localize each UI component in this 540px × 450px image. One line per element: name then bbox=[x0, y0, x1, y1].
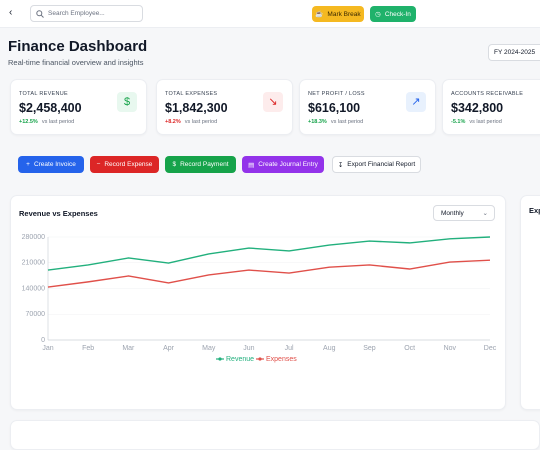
kpi-icon: $ bbox=[117, 92, 137, 112]
back-button[interactable]: ‹ bbox=[9, 7, 13, 18]
x-tick-label: Dec bbox=[484, 345, 497, 352]
search-placeholder: Search Employee... bbox=[48, 10, 105, 17]
x-tick-label: May bbox=[202, 345, 216, 352]
search-icon bbox=[36, 10, 44, 18]
button-icon: + bbox=[26, 161, 30, 168]
kpi-value: $1,842,300 bbox=[165, 101, 228, 115]
page-title: Finance Dashboard bbox=[8, 38, 148, 55]
y-tick-label: 70000 bbox=[26, 311, 46, 318]
x-tick-label: Nov bbox=[444, 345, 457, 352]
kpi-change: -5.1% bbox=[451, 119, 466, 125]
action-button[interactable]: ↧ Export Financial Report bbox=[332, 156, 421, 173]
select-label: Monthly bbox=[441, 210, 464, 217]
fiscal-year-select[interactable]: FY 2024-2025 bbox=[488, 44, 540, 61]
button-icon: − bbox=[96, 161, 101, 168]
kpi-change-row: +8.2% vs last period bbox=[165, 119, 217, 125]
action-button[interactable]: $ Record Payment bbox=[165, 156, 236, 173]
kpi-label: ACCOUNTS RECEIVABLE bbox=[451, 91, 524, 97]
x-tick-label: Oct bbox=[404, 345, 415, 352]
button-label: Export Financial Report bbox=[347, 161, 416, 168]
kpi-label: NET PROFIT / LOSS bbox=[308, 91, 365, 97]
x-tick-label: Jul bbox=[285, 345, 294, 352]
y-tick-label: 210000 bbox=[22, 260, 45, 267]
page: ‹ Search Employee... ☕ Mark Break ◷ Check-… bbox=[0, 5, 540, 450]
button-label: Create Invoice bbox=[33, 161, 76, 168]
kpi-card: NET PROFIT / LOSS $616,100 +18.3% vs last p… bbox=[299, 79, 436, 135]
x-tick-label: Jan bbox=[42, 345, 53, 352]
kpi-icon: ↗ bbox=[406, 92, 426, 112]
button-label: Record Expense bbox=[104, 161, 153, 168]
kpi-change: +12.5% bbox=[19, 119, 38, 125]
kpi-note: vs last period bbox=[330, 119, 364, 125]
kpi-card: ACCOUNTS RECEIVABLE $342,800 -5.1% vs last … bbox=[442, 79, 540, 135]
side-card: Expense Breakdown bbox=[520, 195, 540, 410]
action-button[interactable]: + Create Invoice bbox=[18, 156, 84, 173]
search-box[interactable]: Search Employee... bbox=[30, 5, 143, 22]
kpi-value: $616,100 bbox=[308, 101, 361, 115]
kpi-note: vs last period bbox=[184, 119, 218, 125]
x-tick-label: Feb bbox=[82, 345, 94, 352]
legend-label: Expenses bbox=[266, 356, 297, 363]
page-subtitle: Real-time financial overview and insight… bbox=[8, 58, 144, 67]
y-tick-label: 0 bbox=[41, 337, 45, 344]
bottom-card bbox=[10, 420, 540, 450]
kpi-card: TOTAL REVENUE $2,458,400 +12.5% vs last per… bbox=[10, 79, 147, 135]
x-tick-label: Aug bbox=[323, 345, 336, 352]
button-label: Mark Break bbox=[327, 10, 361, 18]
period-select[interactable]: Monthly ⌄ bbox=[433, 205, 495, 221]
side-title: Expense Breakdown bbox=[529, 206, 540, 215]
kpi-note: vs last period bbox=[41, 119, 75, 125]
x-tick-label: Jun bbox=[243, 345, 254, 352]
kpi-change-row: +18.3% vs last period bbox=[308, 119, 363, 125]
kpi-label: TOTAL EXPENSES bbox=[165, 91, 218, 97]
chart-card bbox=[10, 195, 506, 410]
action-button[interactable]: − Record Expense bbox=[90, 156, 159, 173]
button-label: Record Payment bbox=[180, 161, 229, 168]
check-in-button[interactable]: ◷ Check-In bbox=[370, 6, 416, 22]
kpi-value: $342,800 bbox=[451, 101, 504, 115]
series-line bbox=[47, 236, 491, 271]
legend-label: Revenue bbox=[226, 356, 254, 363]
button-icon: ↧ bbox=[337, 161, 344, 169]
legend-dot bbox=[218, 357, 222, 361]
button-label: Check-In bbox=[384, 10, 411, 18]
y-tick-label: 140000 bbox=[22, 285, 45, 292]
button-label: Create Journal Entry bbox=[258, 161, 318, 168]
kpi-change-row: -5.1% vs last period bbox=[451, 119, 502, 125]
kpi-change: +18.3% bbox=[308, 119, 327, 125]
kpi-icon: ↘ bbox=[263, 92, 283, 112]
x-tick-label: Sep bbox=[363, 345, 376, 352]
chart: 0 70000 140000 210000 280000 Jan Feb Mar Apr May J… bbox=[22, 234, 497, 363]
x-tick-label: Mar bbox=[122, 345, 135, 352]
kpi-label: TOTAL REVENUE bbox=[19, 91, 69, 97]
kpi-card: TOTAL EXPENSES $1,842,300 +8.2% vs last per… bbox=[156, 79, 293, 135]
legend-dot bbox=[258, 357, 262, 361]
y-tick-label: 280000 bbox=[22, 234, 45, 241]
series-line bbox=[47, 259, 491, 288]
mark-break-button[interactable]: ☕ Mark Break bbox=[312, 6, 364, 22]
kpi-value: $2,458,400 bbox=[19, 101, 82, 115]
kpi-change-row: +12.5% vs last period bbox=[19, 119, 74, 125]
button-icon: $ bbox=[172, 161, 177, 168]
button-icon: ▤ bbox=[248, 161, 255, 169]
action-button[interactable]: ▤ Create Journal Entry bbox=[242, 156, 324, 173]
x-tick-label: Apr bbox=[163, 345, 175, 352]
select-label: FY 2024-2025 bbox=[494, 49, 536, 56]
kpi-note: vs last period bbox=[469, 119, 502, 125]
chart-title: Revenue vs Expenses bbox=[19, 209, 98, 218]
kpi-change: +8.2% bbox=[165, 119, 181, 125]
